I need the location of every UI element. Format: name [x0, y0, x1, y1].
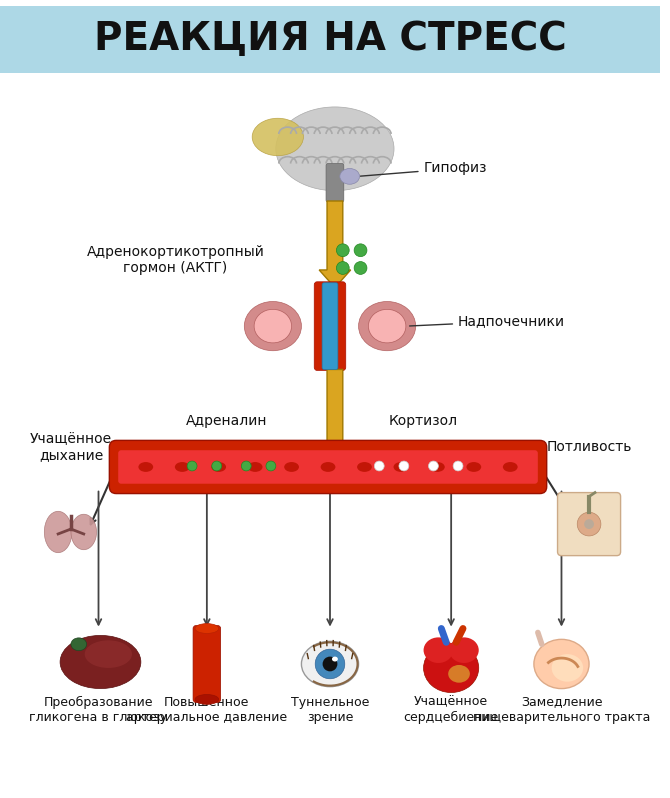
- Text: Кортизол: Кортизол: [389, 413, 458, 428]
- Ellipse shape: [211, 462, 226, 472]
- Text: Повышенное
артериальное давление: Повышенное артериальное давление: [127, 696, 287, 724]
- Ellipse shape: [354, 262, 367, 275]
- Ellipse shape: [60, 635, 141, 689]
- Ellipse shape: [248, 462, 263, 472]
- Text: Гипофиз: Гипофиз: [360, 161, 487, 176]
- Text: Адреналин: Адреналин: [186, 413, 267, 428]
- Ellipse shape: [448, 665, 470, 683]
- Ellipse shape: [276, 107, 394, 191]
- Ellipse shape: [453, 461, 463, 471]
- Ellipse shape: [393, 462, 408, 472]
- Ellipse shape: [254, 310, 291, 343]
- Ellipse shape: [578, 512, 601, 536]
- Ellipse shape: [551, 654, 583, 681]
- Text: Учащённое
дыхание: Учащённое дыхание: [30, 433, 112, 462]
- FancyBboxPatch shape: [118, 450, 538, 484]
- Ellipse shape: [358, 302, 415, 351]
- Ellipse shape: [340, 168, 360, 184]
- Ellipse shape: [175, 462, 190, 472]
- Ellipse shape: [302, 642, 358, 686]
- Ellipse shape: [84, 640, 132, 668]
- Ellipse shape: [423, 638, 453, 663]
- Ellipse shape: [139, 462, 153, 472]
- Ellipse shape: [195, 623, 218, 634]
- Ellipse shape: [375, 461, 384, 471]
- Ellipse shape: [212, 461, 222, 471]
- FancyBboxPatch shape: [326, 164, 344, 202]
- Ellipse shape: [429, 461, 438, 471]
- Ellipse shape: [284, 462, 299, 472]
- Text: Туннельное
зрение: Туннельное зрение: [291, 696, 369, 724]
- Text: РЕАКЦИЯ НА СТРЕСС: РЕАКЦИЯ НА СТРЕСС: [94, 21, 566, 58]
- Ellipse shape: [423, 643, 479, 693]
- Ellipse shape: [323, 657, 338, 671]
- FancyBboxPatch shape: [314, 282, 346, 370]
- Text: Замедление
пищеварительного тракта: Замедление пищеварительного тракта: [473, 696, 650, 724]
- FancyBboxPatch shape: [193, 626, 220, 702]
- FancyBboxPatch shape: [109, 440, 547, 494]
- Ellipse shape: [315, 650, 345, 679]
- FancyArrow shape: [319, 201, 350, 288]
- Ellipse shape: [336, 244, 349, 257]
- Ellipse shape: [195, 694, 218, 705]
- Ellipse shape: [449, 638, 479, 663]
- Ellipse shape: [399, 461, 409, 471]
- Ellipse shape: [332, 657, 338, 662]
- FancyArrow shape: [319, 369, 350, 467]
- Ellipse shape: [241, 461, 251, 471]
- Ellipse shape: [534, 639, 589, 689]
- Ellipse shape: [321, 462, 336, 472]
- Ellipse shape: [252, 118, 304, 156]
- Ellipse shape: [584, 519, 594, 529]
- Ellipse shape: [44, 512, 72, 553]
- Text: Учащённое
сердцебиение: Учащённое сердцебиение: [403, 696, 498, 724]
- Ellipse shape: [430, 462, 445, 472]
- Ellipse shape: [71, 638, 86, 650]
- Ellipse shape: [336, 262, 349, 275]
- Ellipse shape: [369, 310, 406, 343]
- Text: Адренокортикотропный
гормон (АКТГ): Адренокортикотропный гормон (АКТГ): [86, 245, 264, 275]
- FancyBboxPatch shape: [0, 6, 660, 73]
- Ellipse shape: [357, 462, 372, 472]
- Ellipse shape: [354, 244, 367, 257]
- FancyBboxPatch shape: [322, 282, 338, 369]
- Ellipse shape: [71, 514, 96, 550]
- Text: Преобразование
гликогена в глюкозу: Преобразование гликогена в глюкозу: [29, 696, 168, 724]
- Ellipse shape: [466, 462, 481, 472]
- Ellipse shape: [266, 461, 276, 471]
- Ellipse shape: [503, 462, 518, 472]
- FancyBboxPatch shape: [557, 492, 620, 555]
- Ellipse shape: [187, 461, 197, 471]
- Text: Надпочечники: Надпочечники: [409, 314, 565, 328]
- Text: Потливость: Потливость: [546, 440, 632, 454]
- Ellipse shape: [245, 302, 302, 351]
